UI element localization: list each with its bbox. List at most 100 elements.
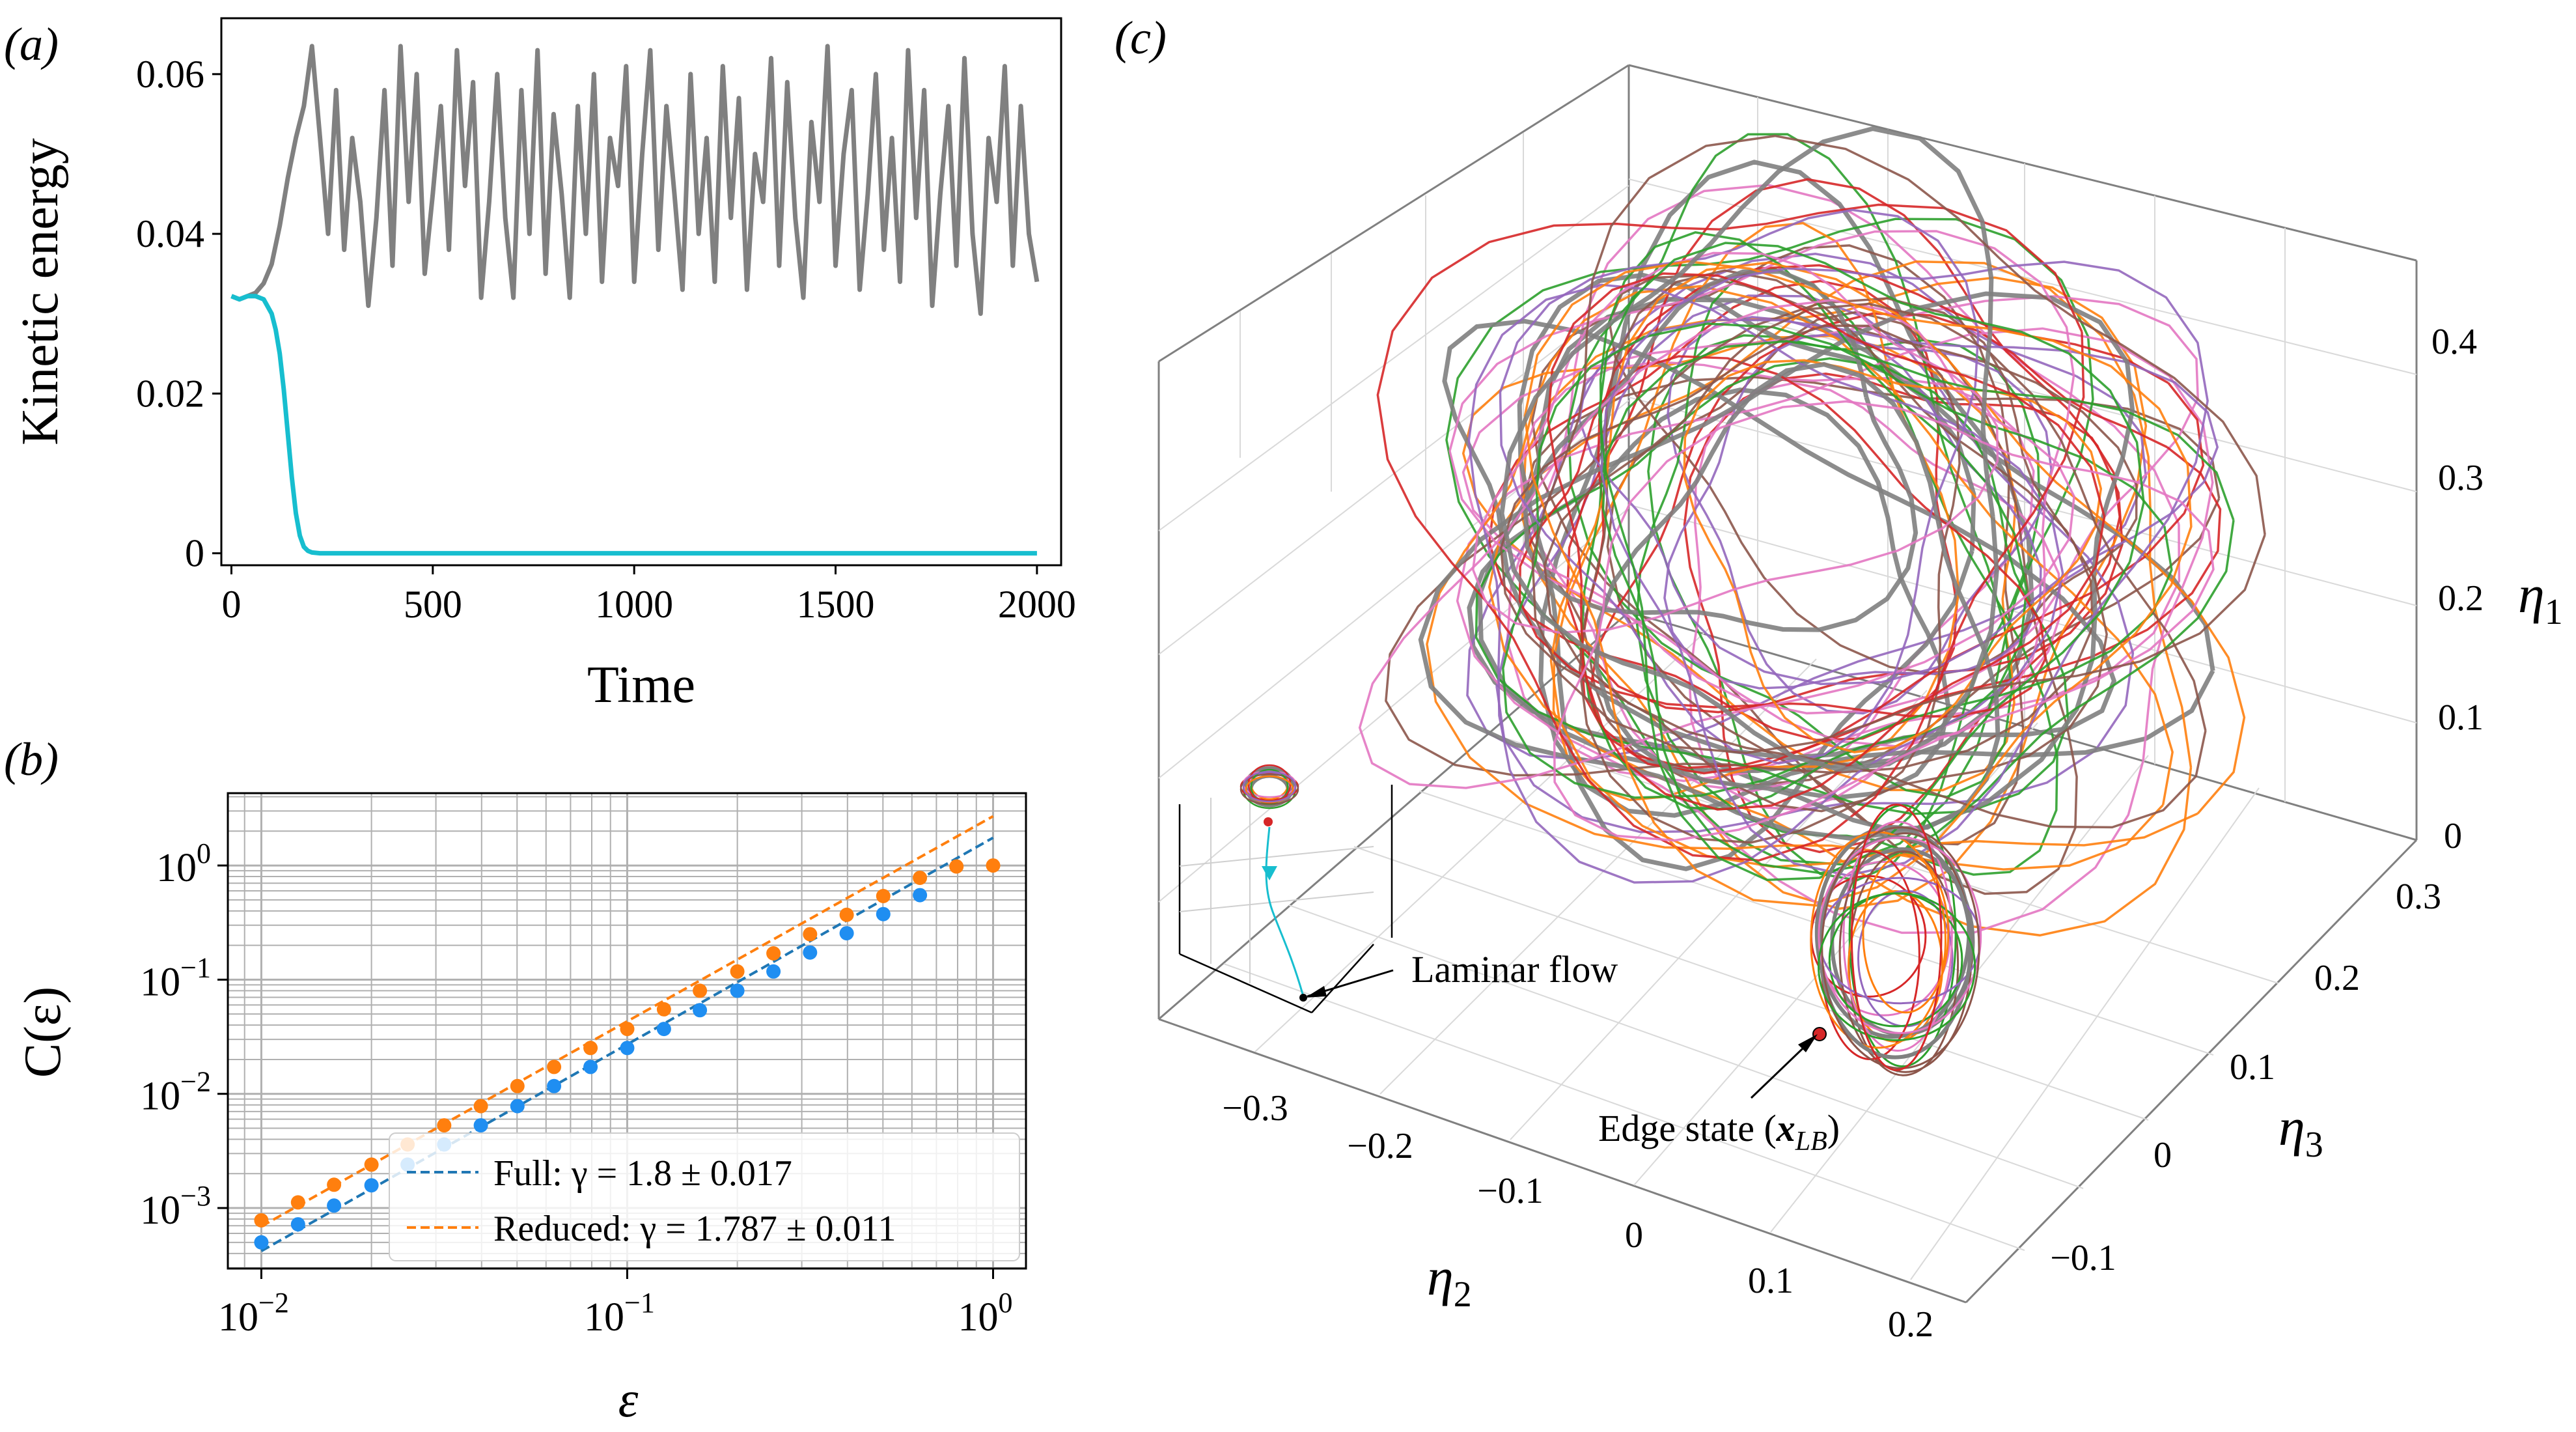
box-edge [1158,1018,1967,1304]
box-edge [1158,611,1629,1020]
legend-reduced-label: Reduced: γ = 1.787 ± 0.011 [493,1209,896,1249]
trajectory-loop [1518,355,2047,718]
trajectory-loop [1456,327,2214,934]
panel-c-y-ticks: −0.1 0 0.1 0.2 0.3 [2050,877,2441,1278]
trajectory-loop [1531,134,2266,755]
panel-c-z-ticks: 0.4 0.3 0.2 0.1 0 [2431,322,2484,856]
y-tick-label: 10−1 [140,951,211,1004]
inset-grid [1179,791,1374,983]
panel-c-label: (c) [1115,12,1167,64]
y-tick-label: 0.02 [136,372,204,415]
panel-a-series [230,44,1040,556]
panel-c-inset [1178,764,1393,1014]
edge-state-point [1812,1027,1827,1041]
inset-laminar-path [1265,826,1305,997]
reduced-point [254,1213,269,1228]
y-tick-label: 0 [2154,1135,2172,1175]
x-tick-label: 10−1 [584,1287,655,1340]
y-tick-label: 10−2 [140,1066,211,1119]
trajectory-tail [1857,890,1954,1028]
y-tick-label: 0 [185,532,204,575]
legend-reduced-prefix: Reduced: [493,1209,640,1249]
annotation-edge: Edge state (xLB) [1598,1034,1840,1157]
x-tick-label: 1500 [797,583,875,626]
reduced-point [839,907,854,922]
panel-a-x-ticks: 0 500 1000 1500 2000 [221,565,1076,626]
trajectory-loop [1358,299,2075,789]
full-point [254,1235,269,1250]
reduced-point [949,859,964,874]
reduced-point [290,1195,305,1210]
inset-loop [1242,770,1297,803]
y-tick-label: 100 [156,837,211,890]
reduced-point [510,1078,525,1093]
turbulent-line [230,44,1040,316]
panel-b-y-ticks: 10−3 10−2 10−1 100 [140,837,228,1233]
x-tick-label: −0.2 [1347,1126,1413,1166]
grid-line [1288,905,2084,1189]
panel-c-trajectories [1358,126,2266,1076]
panel-b-x-label: ε [618,1371,639,1427]
x-tick-label: 0.2 [1888,1304,1933,1345]
z-tick-label: 0 [2444,816,2462,856]
panel-c-x-label: η2 [1427,1247,1472,1315]
z-tick-label: 0.4 [2431,322,2477,362]
box-edge [1158,64,1629,363]
trajectory-loop [1601,340,2235,875]
panel-c-z-label: η1 [2518,565,2563,632]
trajectory-loop [1598,242,2145,882]
x-tick-label: 0 [1625,1215,1643,1256]
full-point [730,983,745,998]
annotation-edge-symbol: x [1776,1107,1795,1149]
y-tick-label: 0.3 [2396,877,2441,917]
trajectory-tail [1842,821,1953,1052]
trajectory-loop [1467,283,2064,884]
y-tick-label: −0.1 [2050,1238,2116,1278]
full-point [803,945,818,960]
reduced-point [693,983,708,998]
reduced-point [656,1002,671,1017]
legend-full-label: Full: γ = 1.8 ± 0.017 [493,1153,792,1194]
trajectory-loop [1578,318,2219,686]
panel-c: (c) 0.4 0.3 0.2 0.1 0 −0.3 −0.2 −0.1 0 [1115,12,2563,1345]
reduced-point [364,1157,379,1172]
inset-edge-point [1264,817,1273,826]
grid-line [1487,732,2279,984]
y-tick-label: 0.2 [2314,958,2360,998]
full-fit-line [260,836,994,1252]
panel-a-label: (a) [4,18,59,70]
z-tick-label: 0.3 [2438,458,2484,498]
full-point [656,1022,671,1037]
trajectory-loop [1543,302,2207,829]
reduced-point [327,1177,342,1192]
reduced-point [913,871,928,885]
trajectory-loop [1594,361,2001,832]
panel-b: (b) 10−2 10−1 100 10−3 10−2 10−1 100 Full: γ … [4,733,1027,1427]
panel-b-x-ticks: 10−2 10−1 100 [218,1269,1012,1340]
panel-c-y-label: η3 [2278,1097,2323,1165]
trajectory-tail [1862,853,1950,1014]
box-edge [1965,839,2418,1304]
legend-reduced-gamma: γ = 1.787 ± 0.011 [639,1209,896,1249]
y-tick-label: 0.1 [2230,1047,2275,1088]
reduced-fit-line [260,815,994,1228]
x-tick-label: 0.1 [1748,1261,1794,1301]
reduced-point [620,1022,635,1037]
trajectory-tail [1818,836,1982,1034]
reduced-point [986,858,1001,873]
annotation-edge-prefix: Edge state ( [1598,1107,1777,1149]
full-point [327,1198,342,1213]
trajectory-loop [1495,294,2135,834]
trajectory-tail [1850,804,1943,1071]
legend-full-prefix: Full: [493,1153,572,1194]
reduced-point [547,1060,562,1074]
full-point [473,1118,488,1133]
full-point [583,1060,598,1074]
x-tick-label: 10−2 [218,1287,289,1340]
annotation-edge-subscript: LB [1795,1127,1827,1157]
panel-c-x-ticks: −0.3 −0.2 −0.1 0 0.1 0.2 [1222,1088,1933,1345]
reduced-point [473,1099,488,1114]
grid-line [1223,963,2025,1251]
full-point [839,926,854,941]
